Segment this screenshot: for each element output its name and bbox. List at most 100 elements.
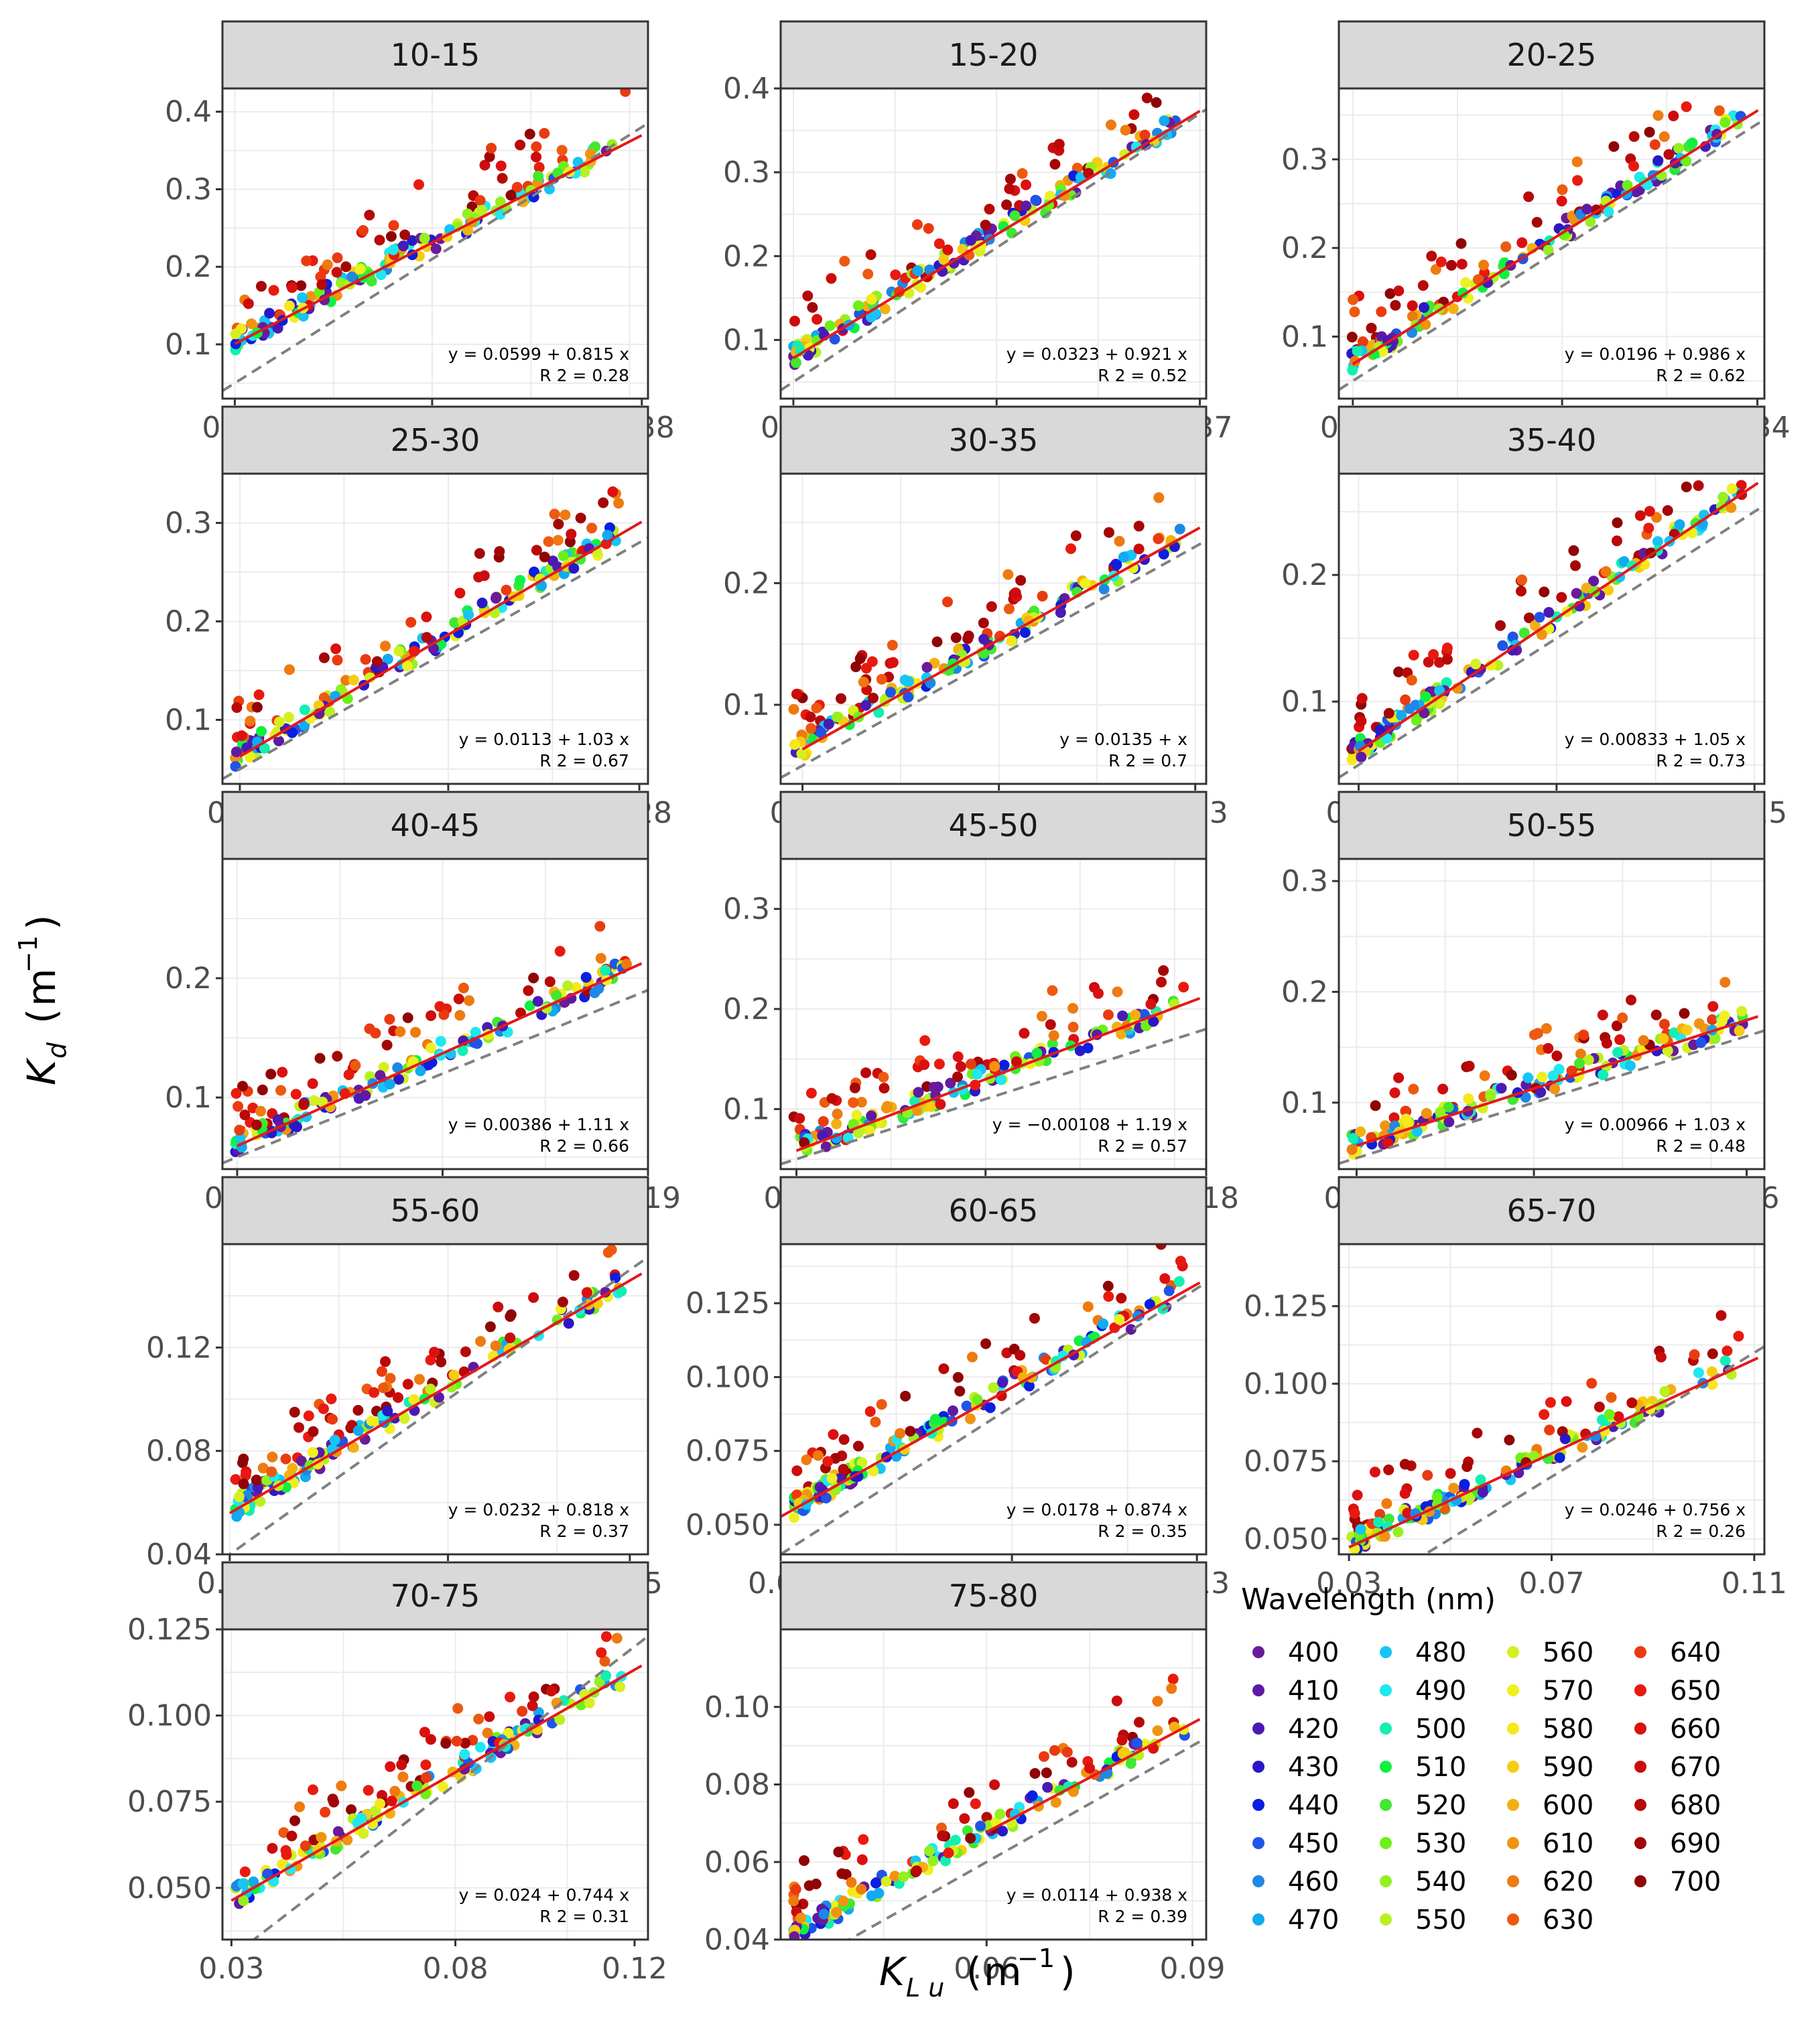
scatter-point <box>1080 578 1091 589</box>
scatter-point <box>462 224 473 236</box>
scatter-point <box>1726 502 1737 513</box>
scatter-point <box>1104 527 1114 538</box>
scatter-point <box>381 1039 393 1051</box>
scatter-point <box>614 1681 626 1692</box>
scatter-point <box>401 660 413 671</box>
scatter-point <box>1650 1009 1662 1020</box>
scatter-point <box>870 1416 881 1428</box>
scatter-point <box>1581 204 1593 215</box>
scatter-point <box>1382 1138 1394 1149</box>
identity-line <box>251 1635 648 1940</box>
scatter-point <box>545 1686 557 1697</box>
panel-contents <box>1339 474 1764 784</box>
scatter-point <box>1139 129 1151 141</box>
fit-equation: y = 0.0599 + 0.815 x <box>448 344 629 364</box>
scatter-point <box>621 959 632 970</box>
y-tick-label: 0.3 <box>165 172 212 206</box>
legend-label-410: 410 <box>1288 1676 1339 1706</box>
y-axis-unit-exponent: −1 <box>13 935 43 973</box>
scatter-point <box>811 314 823 325</box>
scatter-point <box>411 1780 423 1792</box>
scatter-point <box>553 519 564 530</box>
scatter-point <box>965 234 976 246</box>
fit-r-squared: R 2 = 0.28 <box>539 366 629 385</box>
scatter-point <box>895 1428 905 1439</box>
legend-key-410 <box>1252 1684 1264 1696</box>
y-tick-label: 0.2 <box>165 961 212 996</box>
scatter-point <box>1543 245 1554 256</box>
scatter-point <box>1634 510 1646 521</box>
legend-key-660 <box>1634 1722 1646 1735</box>
y-tick-label: 0.125 <box>127 1613 212 1647</box>
fit-line <box>229 1272 643 1515</box>
scatter-point <box>364 1023 375 1034</box>
scatter-point <box>1049 1745 1060 1756</box>
scatter-point <box>524 129 535 140</box>
scatter-point <box>287 1463 298 1474</box>
scatter-point <box>1544 1424 1555 1436</box>
scatter-point <box>866 1110 877 1122</box>
scatter-point <box>1152 1696 1163 1707</box>
scatter-point <box>1103 1009 1114 1020</box>
scatter-point <box>317 1096 328 1107</box>
y-tick-label: 0.08 <box>704 1768 770 1802</box>
scatter-point <box>1133 543 1145 555</box>
scatter-point <box>823 718 834 730</box>
scatter-point <box>1017 168 1028 179</box>
scatter-point <box>320 1806 331 1818</box>
scatter-point <box>1144 1298 1155 1310</box>
y-tick-label: 0.06 <box>704 1845 770 1879</box>
scatter-point <box>245 716 256 727</box>
scatter-point <box>1006 635 1017 647</box>
scatter-point <box>1662 505 1673 516</box>
scatter-point <box>286 1830 298 1842</box>
scatter-point <box>1733 1331 1744 1342</box>
scatter-point <box>230 328 241 340</box>
scatter-point <box>405 616 417 628</box>
panel-strip-label: 60-65 <box>949 1193 1039 1229</box>
scatter-point <box>807 301 818 313</box>
fit-equation: y = 0.0114 + 0.938 x <box>1006 1885 1187 1905</box>
scatter-point <box>1346 332 1358 343</box>
scatter-point <box>952 1071 963 1083</box>
fit-equation: y = −0.00108 + 1.19 x <box>992 1115 1187 1134</box>
scatter-point <box>1612 517 1623 529</box>
scatter-point <box>378 1382 389 1394</box>
scatter-point <box>1520 1091 1531 1103</box>
scatter-point <box>1651 512 1662 523</box>
scatter-point <box>470 1026 481 1038</box>
scatter-point <box>1420 319 1431 330</box>
scatter-point <box>938 254 950 265</box>
scatter-point <box>919 1035 931 1046</box>
x-axis-title-main: K <box>879 1949 907 1995</box>
y-tick-label: 0.2 <box>1281 231 1328 265</box>
scatter-point <box>995 1074 1006 1085</box>
scatter-point <box>1572 175 1583 186</box>
legend-key-700 <box>1634 1875 1646 1887</box>
scatter-point <box>501 584 512 596</box>
scatter-point <box>1103 1291 1114 1302</box>
scatter-point <box>495 209 506 220</box>
scatter-point <box>1693 480 1704 491</box>
scatter-point <box>330 643 342 655</box>
scatter-point <box>1349 1507 1360 1519</box>
scatter-point <box>962 633 974 645</box>
scatter-point <box>1024 1380 1035 1392</box>
legend-label-570: 570 <box>1543 1676 1594 1706</box>
scatter-point <box>1133 521 1145 532</box>
scatter-point <box>839 255 850 267</box>
scatter-point <box>1388 1112 1400 1124</box>
scatter-point <box>1606 1392 1617 1403</box>
scatter-point <box>1604 1409 1615 1420</box>
scatter-point <box>1571 588 1582 599</box>
scatter-point <box>484 1321 496 1333</box>
scatter-point <box>1571 156 1583 167</box>
scatter-point <box>1015 575 1027 586</box>
scatter-point <box>419 1727 430 1738</box>
scatter-point <box>935 1099 946 1110</box>
scatter-point <box>1134 1716 1145 1728</box>
scatter-point <box>1158 549 1169 560</box>
scatter-point <box>1374 724 1385 736</box>
scatter-point <box>284 664 295 675</box>
scatter-point <box>858 1834 869 1845</box>
